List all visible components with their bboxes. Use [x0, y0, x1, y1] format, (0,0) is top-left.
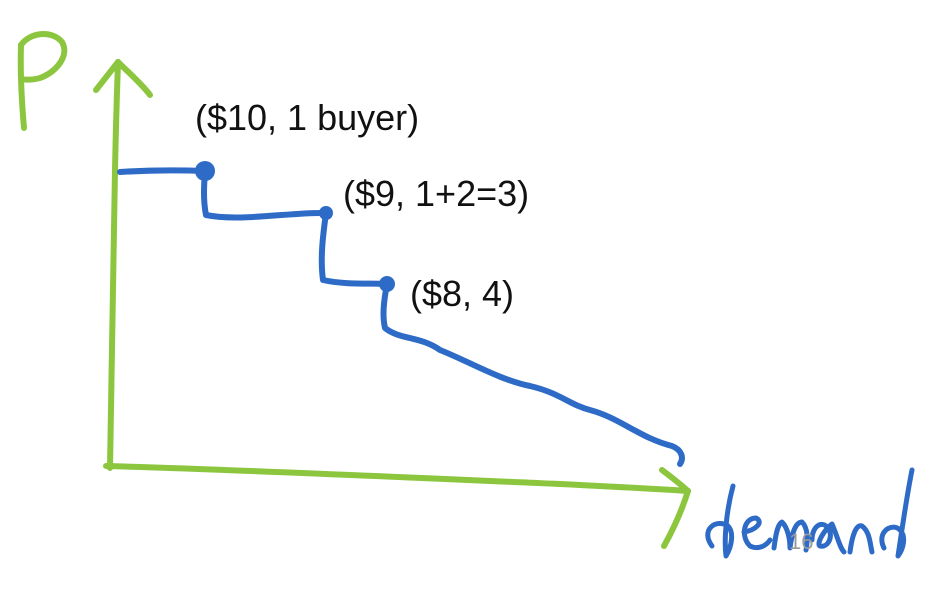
- x-axis: [103, 463, 691, 549]
- page-number: 16: [789, 529, 814, 554]
- y-axis: [93, 59, 153, 471]
- data-point: [319, 206, 333, 220]
- point-label-2: ($9, 1+2=3): [343, 173, 530, 214]
- y-axis-label-p: [17, 31, 68, 131]
- point-label-1: ($10, 1 buyer): [195, 97, 420, 138]
- data-point: [379, 276, 395, 292]
- demand-curve: [117, 167, 685, 467]
- x-axis-label-demand: [705, 467, 915, 559]
- point-label-3: ($8, 4): [410, 273, 515, 314]
- data-point: [195, 161, 215, 181]
